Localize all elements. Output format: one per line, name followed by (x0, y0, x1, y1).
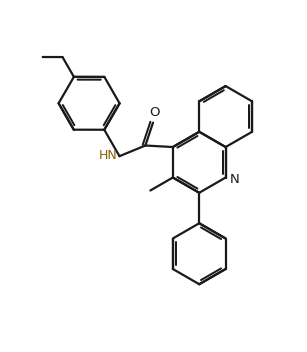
Text: N: N (230, 172, 240, 186)
Text: O: O (149, 106, 160, 119)
Text: HN: HN (98, 149, 117, 162)
